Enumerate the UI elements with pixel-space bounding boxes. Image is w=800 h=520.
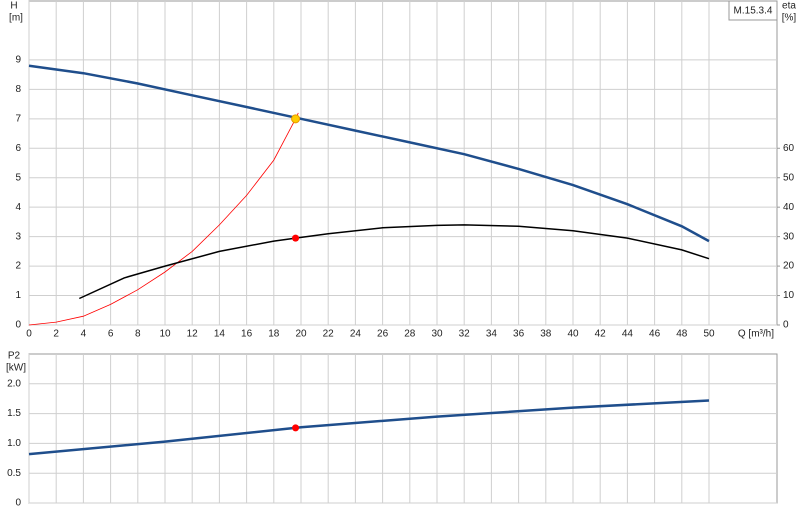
x-tick-label: 38 [540, 329, 552, 340]
y-tick-label: 1.5 [7, 408, 21, 419]
y-tick-label: 2 [15, 261, 21, 272]
y2-tick-label: 30 [783, 231, 795, 242]
bottom-frame [28, 353, 778, 504]
y2-tick-label: 20 [783, 261, 795, 272]
x-tick-label: 22 [323, 329, 335, 340]
operating-point [291, 114, 301, 124]
x-tick-label: 6 [108, 329, 114, 340]
top-frame [28, 0, 778, 326]
x-tick-label: 10 [159, 329, 171, 340]
label-box [728, 0, 778, 21]
x-tick-label: 26 [377, 329, 389, 340]
y-tick-label: 7 [15, 113, 21, 124]
y2-tick-label: 10 [783, 290, 795, 301]
x-tick-label: 28 [404, 329, 416, 340]
x-tick-label: 48 [676, 329, 688, 340]
x-tick-label: 40 [567, 329, 579, 340]
curve [28, 399, 710, 456]
y-tick-label: 3 [15, 231, 21, 242]
y-tick-label: 4 [15, 202, 21, 213]
x-tick-label: 30 [431, 329, 443, 340]
y-label: P2 [8, 351, 21, 362]
y-tick-label: 0 [15, 320, 21, 331]
x-tick-label: 50 [703, 329, 715, 340]
x-tick-label: 32 [459, 329, 471, 340]
curve [28, 112, 299, 326]
y-tick-label: 6 [15, 143, 21, 154]
y-label: H [10, 1, 17, 12]
y-tick-label: 0.5 [7, 468, 21, 479]
y2-label: eta [782, 1, 796, 12]
label-box-text: M.15.3.4 [734, 6, 773, 17]
x-tick-label: 0 [26, 329, 32, 340]
y-tick-label: 1.0 [7, 438, 21, 449]
x-tick-label: 20 [295, 329, 307, 340]
y-unit: [kW] [6, 363, 26, 374]
x-tick-label: 12 [187, 329, 199, 340]
y-tick-label: 2.0 [7, 378, 21, 389]
y-tick-label: 5 [15, 172, 21, 183]
x-label: Q [m³/h] [738, 329, 774, 340]
x-tick-label: 34 [486, 329, 498, 340]
curve [78, 224, 710, 300]
x-tick-label: 2 [53, 329, 59, 340]
x-tick-label: 16 [241, 329, 253, 340]
x-tick-label: 14 [214, 329, 226, 340]
x-tick-label: 46 [649, 329, 661, 340]
y2-tick-label: 40 [783, 202, 795, 213]
x-tick-label: 4 [81, 329, 87, 340]
y-unit: [m] [9, 13, 23, 24]
y2-tick-label: 60 [783, 143, 795, 154]
x-tick-label: 44 [622, 329, 634, 340]
y-tick-label: 8 [15, 84, 21, 95]
curve [28, 64, 710, 243]
x-tick-label: 8 [135, 329, 141, 340]
y2-tick-label: 50 [783, 172, 795, 183]
y-tick-label: 9 [15, 55, 21, 66]
x-tick-label: 36 [513, 329, 525, 340]
x-tick-label: 24 [350, 329, 362, 340]
operating-point [292, 424, 300, 432]
y-tick-label: 0 [15, 498, 21, 509]
x-tick-label: 18 [268, 329, 280, 340]
y-tick-label: 1 [15, 290, 21, 301]
x-tick-label: 42 [595, 329, 607, 340]
y2-unit: [%] [782, 13, 797, 24]
operating-point [292, 234, 300, 242]
y2-tick-label: 0 [783, 320, 789, 331]
